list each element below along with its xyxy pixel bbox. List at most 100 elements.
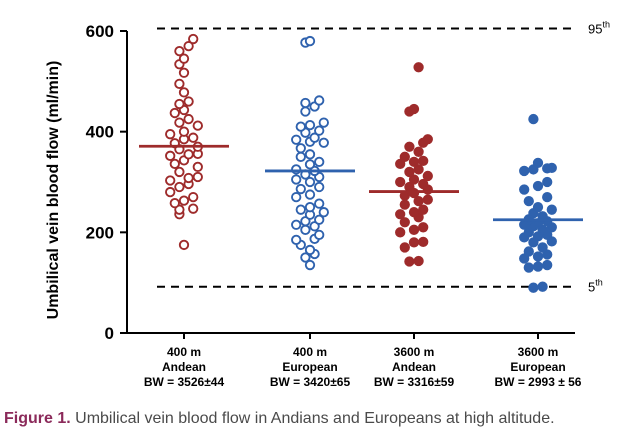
category-label: 400 m [167, 345, 201, 359]
data-point [532, 261, 544, 272]
percentile-label-5: 5th [588, 278, 603, 295]
data-point [542, 176, 553, 188]
data-point [188, 191, 199, 203]
y-tick-label: 200 [86, 223, 114, 242]
category-label: Andean [392, 360, 436, 374]
category-label: European [282, 360, 337, 374]
data-point [413, 146, 424, 157]
data-point [178, 53, 190, 64]
data-point [291, 219, 302, 230]
data-point [304, 149, 316, 160]
data-point [399, 199, 410, 210]
data-point [399, 151, 410, 162]
chart: 0 200 400 600 Umbilical vein blood flow (ml/… [45, 19, 610, 389]
data-point [314, 214, 325, 225]
data-point [314, 198, 325, 209]
data-point [291, 134, 302, 145]
data-point [178, 195, 190, 206]
y-tick-label: 0 [105, 324, 114, 343]
category-label: European [510, 360, 565, 374]
category-label: BW = 3420±65 [270, 375, 351, 389]
data-point [174, 181, 185, 193]
data-point [546, 162, 557, 174]
data-point [295, 183, 306, 195]
data-point [532, 251, 544, 262]
data-point [413, 195, 424, 207]
data-point [399, 242, 410, 253]
mean-lines [139, 144, 583, 222]
category-label: Andean [162, 360, 206, 374]
data-point [399, 217, 410, 228]
axes: 0 200 400 600 Umbilical vein blood flow (ml/… [45, 22, 575, 343]
data-point [304, 159, 316, 170]
data-point [192, 161, 203, 173]
data-point [314, 229, 325, 241]
data-point [318, 117, 329, 128]
data-point [174, 45, 185, 57]
data-point [519, 253, 530, 264]
data-point [291, 174, 302, 185]
data-point [304, 119, 316, 131]
data-point [169, 197, 180, 209]
data-point [188, 132, 199, 143]
data-point [174, 166, 185, 178]
data-point [537, 281, 548, 292]
data-point [542, 259, 553, 271]
data-point [395, 227, 406, 238]
data-point [523, 246, 534, 257]
data-point [314, 156, 325, 168]
data-point [318, 207, 329, 218]
data-point [318, 137, 329, 148]
data-points [165, 33, 557, 293]
y-tick-label: 400 [86, 123, 114, 142]
data-point [418, 222, 429, 233]
data-point [300, 97, 311, 109]
data-point [395, 158, 406, 170]
data-point [304, 259, 316, 271]
data-point [174, 98, 185, 110]
data-point [528, 113, 539, 125]
figure-caption: Figure 1. Umbilical vein blood flow in A… [4, 410, 555, 428]
data-point [188, 33, 199, 45]
data-point [300, 106, 311, 117]
data-point [300, 252, 311, 263]
data-point [169, 107, 180, 119]
data-point [404, 166, 415, 178]
data-point [418, 155, 429, 167]
data-point [523, 195, 534, 207]
category-label: BW = 2993 ± 56 [495, 375, 582, 389]
data-point [295, 143, 306, 154]
figure-label: Figure 1. [4, 410, 71, 427]
category-label: BW = 3316±59 [374, 375, 455, 389]
data-point [408, 207, 420, 218]
data-point [314, 95, 325, 106]
y-axis-label: Umbilical vein blood flow (ml/min) [45, 61, 62, 320]
data-point [422, 194, 433, 205]
data-point [178, 126, 190, 137]
data-point [291, 191, 302, 203]
data-point [192, 171, 203, 183]
data-point [404, 141, 415, 152]
data-point [295, 151, 306, 162]
data-point [413, 62, 424, 73]
data-point [532, 157, 544, 169]
data-point [183, 113, 194, 125]
data-point [178, 239, 190, 251]
data-point [532, 180, 544, 192]
data-point [519, 165, 530, 177]
data-point [408, 174, 420, 185]
data-point [314, 125, 325, 136]
data-point [165, 150, 176, 161]
data-point [183, 96, 194, 107]
percentile-label-95: 95th [588, 19, 610, 36]
data-point [178, 87, 190, 98]
data-point [546, 204, 557, 215]
data-point [192, 120, 203, 131]
data-point [523, 262, 534, 273]
category-label: 400 m [293, 345, 327, 359]
data-point [291, 164, 302, 175]
data-point [165, 129, 176, 140]
data-point [422, 134, 433, 145]
data-point [418, 236, 429, 248]
data-point [537, 242, 548, 253]
